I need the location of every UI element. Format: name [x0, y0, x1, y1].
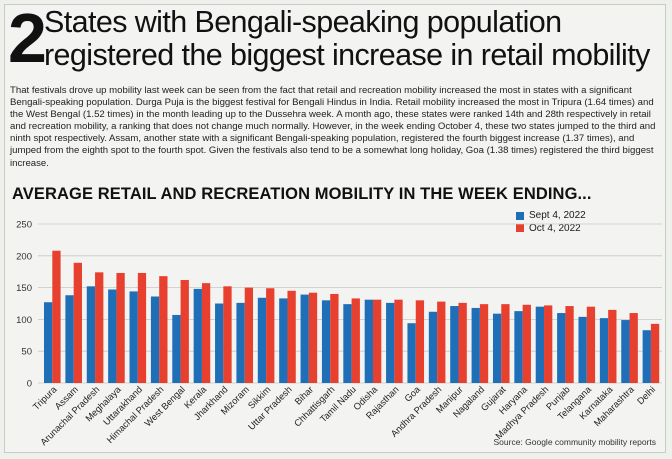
bar-oct — [415, 300, 425, 383]
bar-sept — [621, 320, 630, 383]
bar-oct — [52, 250, 61, 383]
bar-oct — [201, 283, 211, 383]
bar-oct — [544, 305, 553, 383]
bar-oct — [308, 292, 318, 383]
bar-oct — [95, 272, 104, 383]
bar-oct — [73, 262, 82, 383]
bar-oct — [372, 299, 382, 383]
bar-sept — [129, 291, 138, 383]
bar-sept — [450, 306, 459, 383]
bar-oct — [522, 304, 531, 383]
bar-oct — [586, 306, 596, 383]
bar-oct — [608, 309, 617, 383]
bar-oct — [330, 293, 339, 383]
bar-sept — [44, 302, 53, 383]
bar-sept — [86, 286, 96, 383]
legend-label-oct: Oct 4, 2022 — [529, 222, 581, 234]
bar-sept — [535, 306, 545, 383]
bar-sept — [599, 318, 609, 383]
bar-sept — [407, 323, 416, 383]
headline: States with Bengali-speaking population … — [44, 5, 650, 72]
bar-oct — [351, 298, 360, 383]
legend-item-oct: Oct 4, 2022 — [516, 223, 581, 234]
intro-paragraph: That festivals drove up mobility last we… — [10, 85, 656, 169]
section-number: 2 — [8, 0, 47, 77]
bar-oct — [565, 306, 574, 383]
y-tick-label: 250 — [16, 220, 32, 231]
bar-sept — [557, 313, 566, 383]
bar-oct — [458, 302, 467, 383]
legend-swatch-oct — [516, 224, 524, 232]
bar-sept — [492, 313, 502, 383]
bar-sept — [193, 288, 202, 383]
chart-legend: Sept 4, 2022 Oct 4, 2022 — [516, 210, 672, 235]
bar-oct — [223, 286, 232, 383]
y-tick-label: 100 — [16, 315, 32, 326]
bar-sept — [514, 311, 523, 383]
bar-sept — [236, 302, 245, 383]
bar-sept — [386, 302, 395, 383]
bar-sept — [471, 307, 480, 383]
bar-sept — [150, 296, 160, 383]
bar-oct — [437, 301, 446, 383]
y-tick-label: 150 — [16, 283, 32, 294]
bar-oct — [629, 313, 638, 383]
bar-sept — [108, 289, 117, 383]
bar-sept — [364, 299, 373, 383]
bar-sept — [343, 304, 352, 383]
bar-sept — [172, 314, 181, 383]
bar-oct — [650, 323, 660, 383]
bar-sept — [642, 330, 651, 383]
legend-label-sept: Sept 4, 2022 — [529, 210, 586, 221]
bar-oct — [501, 304, 510, 383]
bar-sept — [321, 300, 331, 383]
bar-oct — [180, 279, 189, 383]
bar-sept — [578, 316, 587, 383]
bar-sept — [257, 297, 267, 383]
bar-sept — [65, 295, 74, 383]
bar-oct — [394, 299, 403, 383]
x-tick-label: Delhi — [635, 384, 657, 406]
bar-oct — [479, 304, 489, 383]
bar-oct — [116, 272, 125, 383]
bar-oct — [137, 272, 147, 383]
chart-title: AVERAGE RETAIL AND RECREATION MOBILITY I… — [12, 185, 592, 203]
legend-swatch-sept — [516, 211, 524, 220]
y-tick-label: 200 — [16, 251, 32, 262]
bar-sept — [300, 294, 309, 383]
bar-oct — [244, 287, 254, 383]
legend-item-sept: Sept 4, 2022 — [516, 210, 586, 221]
bar-sept — [215, 303, 224, 383]
source-note: Source: Google community mobility report… — [493, 437, 656, 447]
bar-oct — [159, 276, 168, 383]
y-tick-label: 50 — [21, 347, 32, 358]
y-tick-label: 0 — [27, 379, 32, 390]
bar-oct — [266, 288, 275, 383]
bar-oct — [287, 290, 296, 383]
bar-sept — [279, 298, 288, 383]
bar-sept — [428, 311, 438, 383]
